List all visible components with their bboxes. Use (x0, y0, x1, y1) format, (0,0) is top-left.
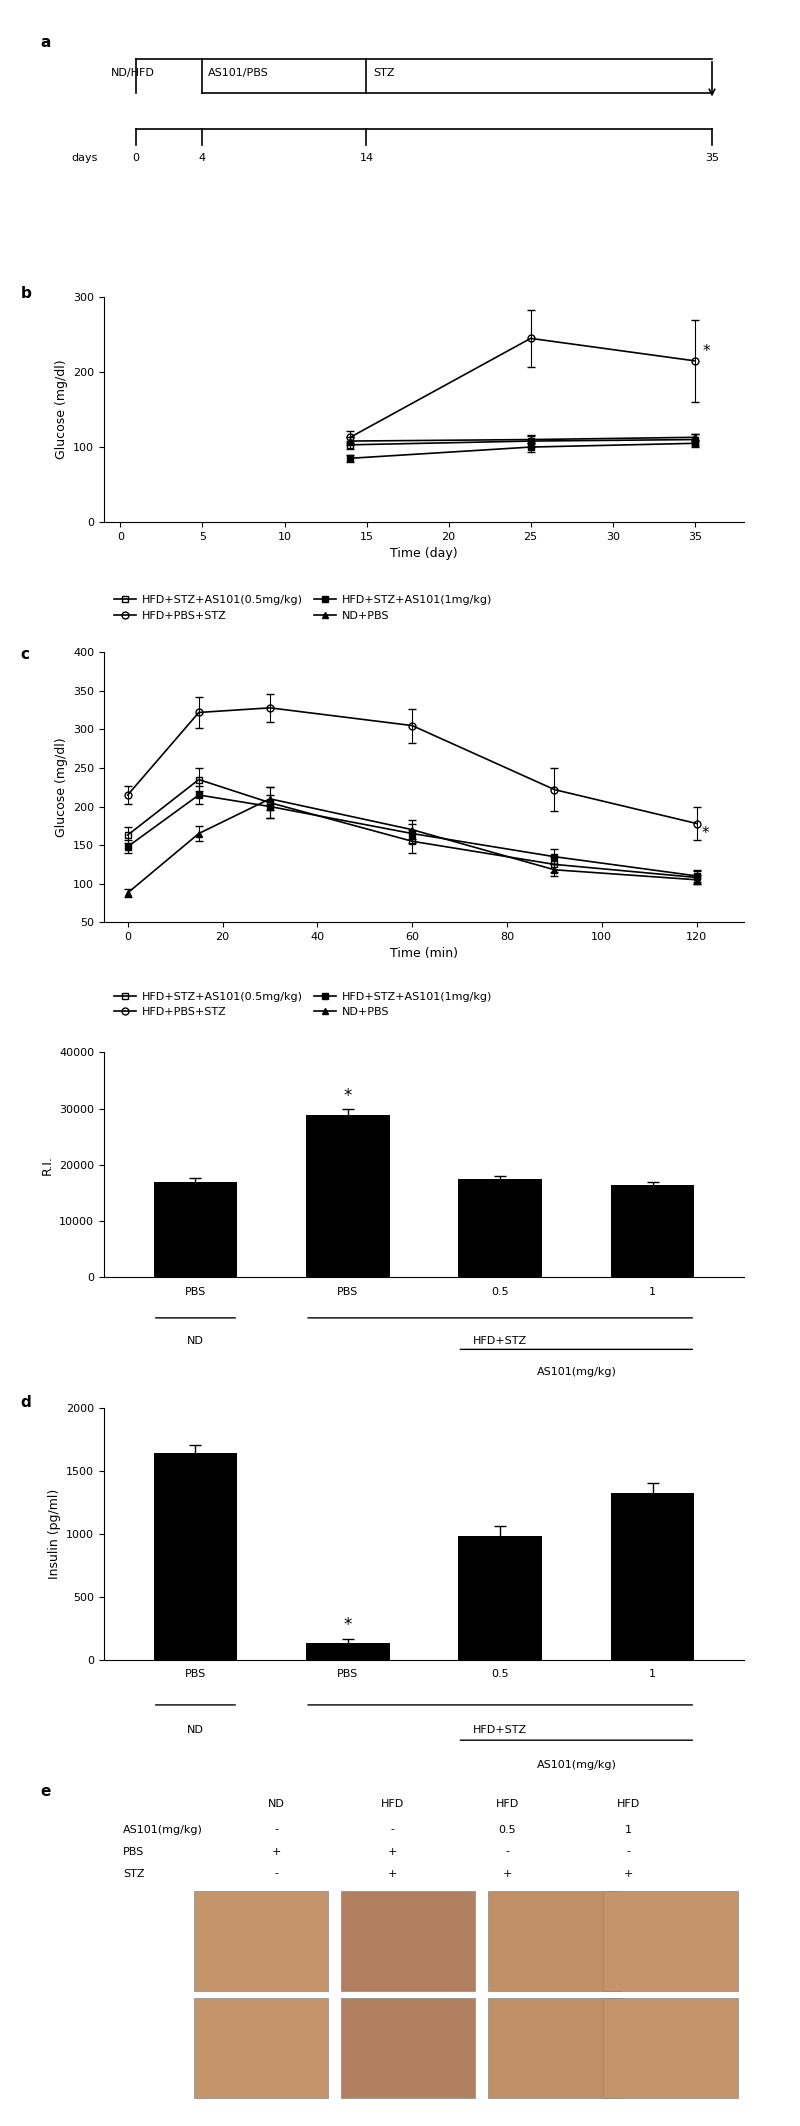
Text: -: - (627, 1847, 630, 1856)
Text: AS101(mg/kg): AS101(mg/kg) (537, 1760, 616, 1771)
Y-axis label: Glucose (mg/dl): Glucose (mg/dl) (54, 738, 67, 838)
Text: HFD+STZ: HFD+STZ (473, 1335, 527, 1346)
Text: b: b (21, 285, 32, 302)
Bar (154, 1452, 238, 1660)
Text: HFD: HFD (380, 1799, 404, 1809)
Bar (458, 1180, 542, 1278)
Text: STZ: STZ (123, 1869, 145, 1879)
Text: +: + (624, 1869, 634, 1879)
Bar (458, 1537, 542, 1660)
Bar (488, 1890, 622, 1992)
Text: 14: 14 (359, 153, 374, 164)
Bar (194, 1998, 328, 2098)
Text: PBS: PBS (123, 1847, 145, 1856)
Text: +: + (502, 1869, 512, 1879)
Text: e: e (40, 1784, 50, 1799)
Text: HFD+STZ: HFD+STZ (473, 1724, 527, 1735)
Text: ND/HFD: ND/HFD (110, 68, 154, 79)
Bar (341, 1890, 475, 1992)
Text: c: c (21, 646, 30, 661)
Bar (488, 1998, 622, 2098)
Text: a: a (40, 34, 50, 49)
Text: +: + (272, 1847, 282, 1856)
Legend: HFD+STZ+AS101(0.5mg/kg), HFD+PBS+STZ, HFD+STZ+AS101(1mg/kg), ND+PBS: HFD+STZ+AS101(0.5mg/kg), HFD+PBS+STZ, HF… (110, 986, 497, 1023)
Y-axis label: R.I.: R.I. (41, 1154, 54, 1176)
Text: 1: 1 (626, 1824, 632, 1835)
Bar (610, 1492, 694, 1660)
Y-axis label: Glucose (mg/dl): Glucose (mg/dl) (54, 359, 67, 459)
Text: 0.5: 0.5 (498, 1824, 516, 1835)
Bar (341, 1998, 475, 2098)
Text: AS101(mg/kg): AS101(mg/kg) (537, 1367, 616, 1378)
Bar (603, 1998, 738, 2098)
Y-axis label: Insulin (pg/ml): Insulin (pg/ml) (47, 1488, 61, 1580)
Text: *: * (703, 344, 710, 359)
Text: days: days (71, 153, 98, 164)
Text: HFD: HFD (495, 1799, 519, 1809)
X-axis label: Time (day): Time (day) (390, 546, 458, 561)
Text: -: - (275, 1824, 279, 1835)
Text: *: * (702, 825, 709, 840)
Bar (194, 1890, 328, 1992)
Text: *: * (344, 1086, 352, 1106)
Text: d: d (21, 1395, 31, 1410)
Text: +: + (387, 1869, 397, 1879)
Text: HFD: HFD (617, 1799, 641, 1809)
Text: -: - (275, 1869, 279, 1879)
Bar (154, 1182, 238, 1278)
Bar (603, 1890, 738, 1992)
Text: ND: ND (268, 1799, 286, 1809)
Text: +: + (387, 1847, 397, 1856)
Text: STZ: STZ (373, 68, 394, 79)
Text: ND: ND (187, 1724, 204, 1735)
Bar (306, 1643, 390, 1660)
Text: 4: 4 (198, 153, 206, 164)
Text: -: - (390, 1824, 394, 1835)
Bar (306, 1116, 390, 1278)
Text: *: * (344, 1616, 352, 1635)
Text: AS101(mg/kg): AS101(mg/kg) (123, 1824, 203, 1835)
Text: AS101/PBS: AS101/PBS (208, 68, 269, 79)
Legend: HFD+STZ+AS101(0.5mg/kg), HFD+PBS+STZ, HFD+STZ+AS101(1mg/kg), ND+PBS: HFD+STZ+AS101(0.5mg/kg), HFD+PBS+STZ, HF… (110, 591, 497, 625)
Text: ND: ND (187, 1335, 204, 1346)
Text: 0: 0 (133, 153, 139, 164)
Text: -: - (506, 1847, 509, 1856)
X-axis label: Time (min): Time (min) (390, 948, 458, 961)
Text: 35: 35 (705, 153, 719, 164)
Bar (610, 1184, 694, 1278)
